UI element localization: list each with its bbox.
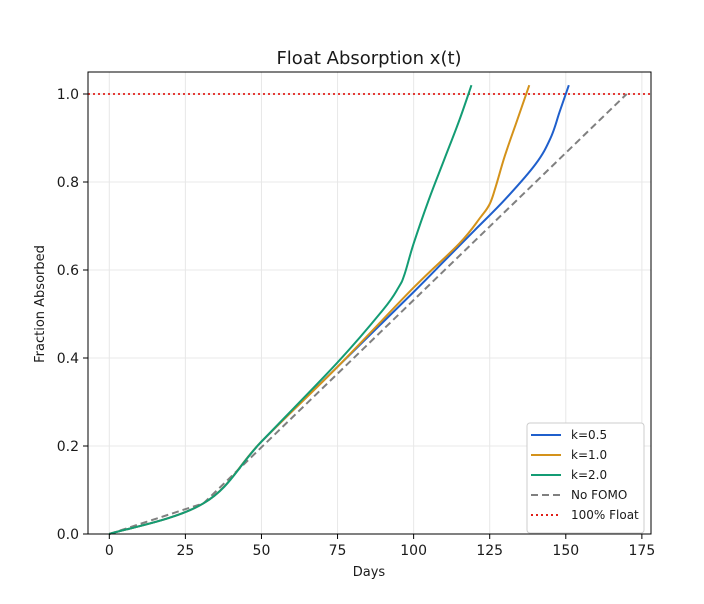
y-tick-label: 0.4 [57,351,79,367]
legend-label: k=1.0 [571,448,607,462]
x-tick-label: 125 [476,543,503,559]
y-axis-label: Fraction Absorbed [33,245,48,363]
series-line-k-1-0 [108,84,531,535]
chart-title: Float Absorption x(t) [276,48,461,69]
legend: k=0.5 k=1.0 k=2.0 No FOMO 100% Float [526,422,645,534]
series-lines [88,84,651,535]
x-tick-label: 150 [552,543,579,559]
series-line-k-0-5 [108,84,570,535]
y-tick-label: 1.0 [57,87,79,103]
x-axis-label: Days [353,565,386,580]
y-tick-label: 0.2 [57,439,79,455]
x-tick-label: 0 [105,543,114,559]
series-line-k-2-0 [108,84,473,535]
legend-label: k=0.5 [571,428,607,442]
legend-label: No FOMO [571,488,627,502]
plot-frame [87,71,652,535]
axis-ticks: 0 25 50 75 100 125 150 175 0.0 0.2 0.4 0.6 0.8 1.0 [57,87,656,559]
x-tick-label: 175 [629,543,656,559]
y-tick-label: 0.0 [57,527,79,543]
y-tick-label: 0.8 [57,175,79,191]
y-tick-label: 0.6 [57,263,79,279]
legend-label: 100% Float [571,508,639,522]
legend-label: k=2.0 [571,468,607,482]
x-tick-label: 100 [400,543,427,559]
x-tick-label: 50 [253,543,271,559]
x-tick-label: 75 [329,543,347,559]
x-tick-label: 25 [176,543,194,559]
legend-box [526,422,645,534]
